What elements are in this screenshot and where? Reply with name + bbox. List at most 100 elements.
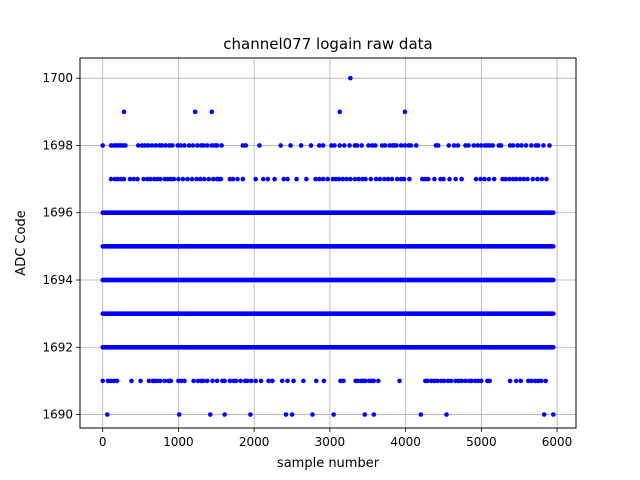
- y-tick-label: 1690: [42, 408, 73, 422]
- data-point: [248, 412, 253, 417]
- data-point: [394, 176, 400, 182]
- data-point: [100, 378, 106, 384]
- data-point: [543, 378, 549, 384]
- data-point: [382, 176, 387, 182]
- data-point: [535, 143, 541, 148]
- data-point: [441, 176, 446, 182]
- data-point: [407, 176, 412, 182]
- data-point: [141, 176, 146, 182]
- chart-title: channel077 logain raw data: [223, 35, 432, 53]
- data-point: [283, 412, 289, 417]
- data-point: [129, 378, 134, 384]
- data-point: [279, 378, 285, 384]
- data-point: [550, 412, 556, 417]
- data-point: [190, 143, 196, 148]
- y-tick-label: 1692: [42, 340, 73, 354]
- data-point: [278, 143, 283, 148]
- data-point: [104, 412, 110, 417]
- data-point: [513, 378, 519, 384]
- data-point: [538, 378, 544, 384]
- data-point: [260, 176, 266, 182]
- data-point: [479, 378, 484, 384]
- data-point: [341, 378, 346, 384]
- data-point: [320, 143, 326, 148]
- data-point: [153, 143, 159, 148]
- data-point: [191, 378, 196, 384]
- data-point: [210, 176, 216, 182]
- data-point: [521, 176, 527, 182]
- data-point: [337, 109, 343, 115]
- data-point: [233, 378, 239, 384]
- plot-area: [80, 58, 576, 428]
- data-point: [136, 143, 141, 148]
- data-point: [210, 378, 215, 384]
- data-point: [238, 378, 243, 384]
- y-tick-label: 1700: [42, 71, 73, 85]
- data-point: [498, 143, 504, 148]
- data-point: [186, 143, 192, 148]
- data-point: [235, 176, 240, 182]
- data-point: [529, 378, 534, 384]
- data-point: [336, 176, 342, 182]
- x-tick-label: 6000: [542, 435, 573, 449]
- data-point: [281, 176, 287, 182]
- data-point: [316, 176, 322, 182]
- data-point: [473, 176, 479, 182]
- data-point: [459, 378, 464, 384]
- data-point: [138, 378, 143, 384]
- data-point: [258, 378, 264, 384]
- x-tick-label: 1000: [163, 435, 194, 449]
- x-tick-label: 3000: [315, 435, 346, 449]
- data-point: [363, 378, 368, 384]
- data-point: [195, 143, 200, 148]
- x-tick-label: 0: [99, 435, 107, 449]
- data-point: [148, 176, 153, 182]
- data-point: [530, 176, 536, 182]
- data-point: [402, 143, 408, 148]
- data-point: [308, 143, 314, 148]
- data-point: [446, 143, 452, 148]
- data-point: [227, 378, 233, 384]
- data-point: [204, 143, 210, 148]
- data-point: [313, 378, 319, 384]
- data-point: [432, 176, 437, 182]
- data-point: [426, 176, 431, 182]
- data-point: [368, 176, 374, 182]
- data-point: [121, 176, 127, 182]
- data-point: [146, 378, 152, 384]
- data-point: [487, 378, 492, 384]
- data-point: [356, 176, 361, 182]
- data-point: [145, 143, 151, 148]
- data-point: [347, 143, 352, 148]
- data-point: [176, 176, 181, 182]
- data-point: [325, 176, 330, 182]
- data-point: [207, 412, 213, 417]
- data-point: [486, 176, 492, 182]
- data-point: [362, 412, 368, 417]
- data-point: [245, 378, 250, 384]
- data-point: [507, 176, 512, 182]
- data-point: [447, 176, 452, 182]
- data-point: [348, 176, 353, 182]
- data-point: [332, 143, 337, 148]
- data-point: [523, 143, 529, 148]
- data-point: [475, 143, 480, 148]
- x-axis-ticks: 0 1000 2000 3000 4000 5000 6000: [99, 428, 572, 449]
- data-point: [253, 378, 258, 384]
- data-point: [310, 412, 315, 417]
- y-tick-label: 1698: [42, 138, 73, 152]
- data-point: [352, 176, 358, 182]
- data-point: [253, 176, 258, 182]
- data-point: [482, 176, 487, 182]
- data-point: [163, 143, 168, 148]
- data-point: [550, 344, 556, 350]
- data-point: [270, 378, 275, 384]
- data-point: [285, 176, 290, 182]
- data-point: [425, 378, 430, 384]
- data-point: [266, 378, 271, 384]
- data-point: [354, 143, 360, 148]
- y-tick-label: 1694: [42, 273, 73, 287]
- data-point: [503, 176, 508, 182]
- data-point: [418, 412, 424, 417]
- data-point: [371, 378, 377, 384]
